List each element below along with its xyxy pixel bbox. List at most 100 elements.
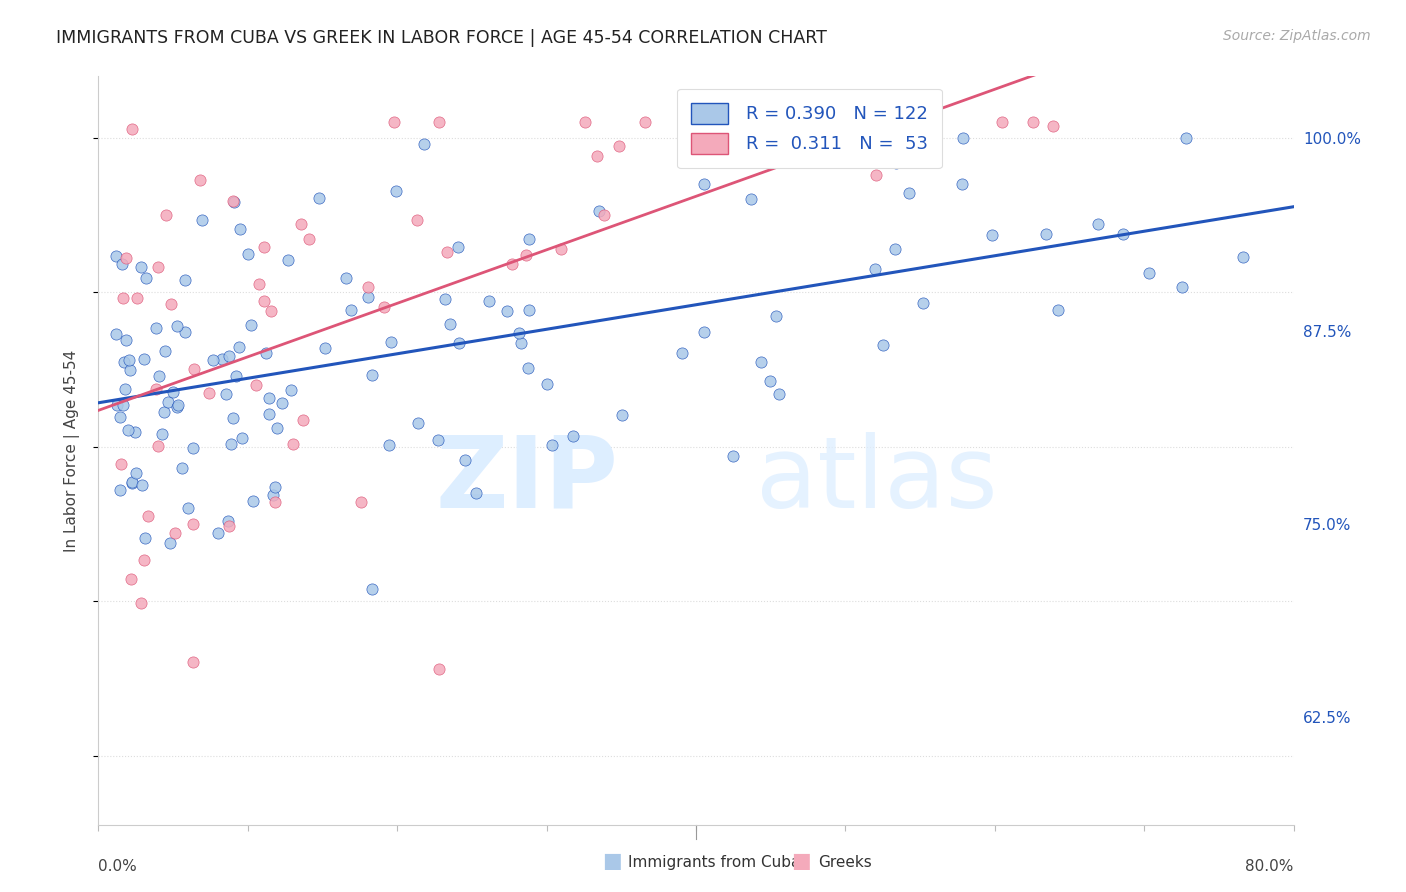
Point (121, 475, 143, 490)
Point (270, 396, 292, 410)
Point (517, 361, 540, 376)
Point (218, 518, 240, 533)
Point (574, 115, 596, 129)
Point (991, 115, 1014, 129)
Point (117, 424, 139, 438)
Point (247, 277, 270, 292)
Point (222, 194, 245, 209)
Point (253, 240, 276, 254)
Point (768, 387, 790, 401)
Point (121, 475, 143, 490)
Point (148, 368, 170, 383)
Point (257, 391, 280, 405)
Point (865, 168, 887, 182)
Point (166, 400, 188, 414)
Point (1137, 267, 1160, 281)
Point (105, 249, 128, 263)
Point (592, 208, 614, 222)
Point (228, 340, 250, 354)
Point (439, 318, 461, 332)
Point (197, 386, 219, 401)
Point (115, 252, 138, 266)
Point (550, 242, 572, 256)
Point (508, 326, 530, 340)
Point (478, 293, 501, 308)
Point (242, 494, 264, 508)
Point (298, 232, 321, 246)
Point (361, 582, 384, 596)
Point (121, 121, 143, 136)
Point (217, 514, 239, 528)
Point (264, 495, 287, 509)
Point (236, 247, 259, 261)
Point (134, 531, 156, 545)
Point (427, 115, 450, 129)
Point (1112, 227, 1135, 241)
Text: 80.0%: 80.0% (1246, 859, 1294, 874)
Point (586, 149, 609, 163)
Point (883, 242, 905, 256)
Point (150, 426, 173, 441)
Point (357, 280, 380, 294)
Point (1175, 130, 1198, 145)
Point (912, 296, 935, 310)
Point (1046, 303, 1069, 318)
Text: 0.0%: 0.0% (98, 859, 138, 874)
Point (202, 353, 225, 368)
Text: atlas: atlas (756, 432, 997, 529)
Point (314, 342, 336, 356)
Point (308, 190, 330, 204)
Point (280, 383, 302, 397)
Point (360, 368, 382, 382)
Point (1042, 119, 1064, 133)
Point (132, 351, 155, 366)
Point (759, 374, 782, 388)
Point (607, 139, 630, 153)
Point (1232, 250, 1254, 264)
Point (872, 338, 894, 352)
Point (166, 398, 188, 412)
Point (1171, 280, 1194, 294)
Text: ZIP: ZIP (436, 432, 619, 529)
Point (406, 212, 429, 227)
Point (166, 319, 188, 334)
Point (112, 291, 135, 305)
Point (257, 407, 280, 421)
Point (562, 429, 585, 443)
Y-axis label: In Labor Force | Age 45-54: In Labor Force | Age 45-54 (63, 350, 80, 551)
Point (1035, 227, 1057, 241)
Point (277, 253, 299, 268)
Point (183, 361, 205, 376)
Point (740, 193, 762, 207)
Point (145, 321, 167, 335)
Point (898, 186, 921, 200)
Point (170, 461, 193, 475)
Point (225, 369, 247, 384)
Point (496, 304, 519, 318)
Point (373, 300, 395, 314)
Point (229, 222, 252, 236)
Point (671, 346, 693, 360)
Point (789, 130, 811, 145)
Point (125, 291, 148, 305)
Point (436, 245, 458, 260)
Point (382, 115, 405, 129)
Point (464, 485, 486, 500)
Point (266, 420, 288, 434)
Point (406, 416, 429, 430)
Point (108, 483, 131, 498)
Point (427, 662, 450, 676)
Point (952, 130, 974, 145)
Point (1087, 217, 1109, 231)
Point (335, 270, 357, 285)
Point (260, 303, 283, 318)
Point (112, 398, 135, 412)
Point (253, 293, 276, 308)
Point (136, 509, 159, 524)
Point (111, 257, 134, 271)
Point (281, 437, 304, 451)
Point (262, 488, 284, 502)
Text: Immigrants from Cuba: Immigrants from Cuba (628, 855, 801, 870)
Point (510, 335, 533, 350)
Point (380, 334, 402, 349)
